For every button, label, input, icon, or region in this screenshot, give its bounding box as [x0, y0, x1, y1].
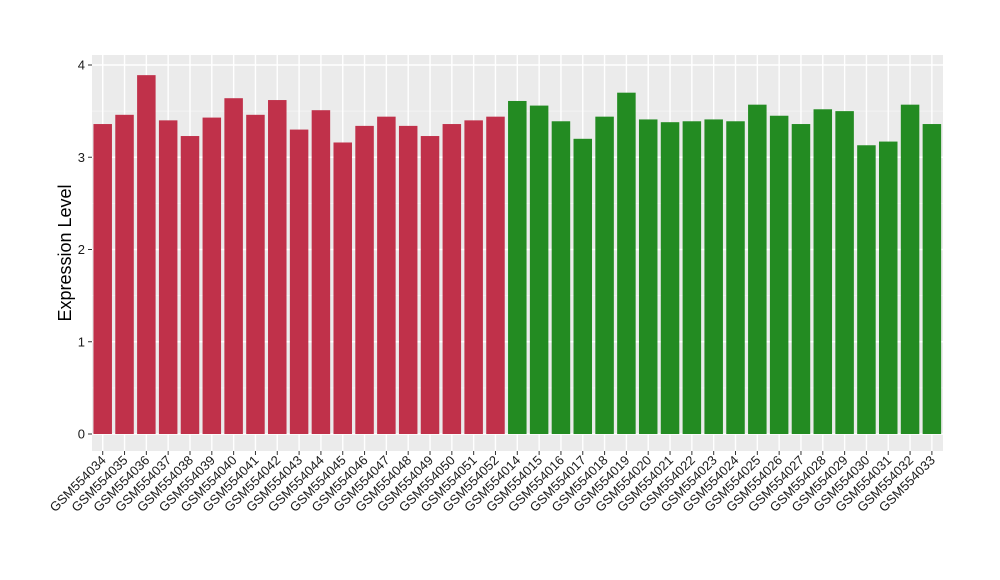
bar-GSM554023 [704, 119, 723, 434]
y-axis: 0 1 2 3 4 [78, 58, 92, 442]
y-tick-label: 4 [78, 58, 85, 73]
bar-GSM554015 [530, 106, 549, 434]
y-axis-title: Expression Level [55, 184, 75, 321]
bar-GSM554038 [181, 136, 200, 434]
bar-GSM554051 [464, 120, 483, 434]
bar-GSM554052 [486, 117, 505, 434]
y-tick-label: 2 [78, 242, 85, 257]
bar-GSM554034 [93, 124, 112, 434]
bar-GSM554018 [595, 117, 614, 434]
bar-GSM554016 [552, 121, 571, 434]
bar-GSM554041 [246, 115, 265, 434]
bar-GSM554040 [224, 98, 243, 434]
bar-GSM554025 [748, 105, 767, 434]
bar-GSM554024 [726, 121, 745, 434]
bar-GSM554021 [661, 122, 680, 434]
bar-GSM554042 [268, 100, 287, 434]
x-axis: GSM554034GSM554035GSM554036GSM554037GSM5… [47, 451, 938, 515]
bar-GSM554044 [312, 110, 331, 434]
bar-GSM554030 [857, 145, 876, 434]
bar-GSM554027 [792, 124, 811, 434]
bar-GSM554032 [901, 105, 920, 434]
bar-GSM554020 [639, 119, 658, 434]
bar-GSM554031 [879, 142, 898, 434]
bar-GSM554036 [137, 75, 156, 434]
bar-GSM554022 [683, 121, 702, 434]
bar-GSM554039 [203, 118, 222, 434]
bar-GSM554017 [574, 139, 593, 434]
y-tick-label: 3 [78, 150, 85, 165]
bar-GSM554050 [443, 124, 462, 434]
bar-GSM554048 [399, 126, 418, 434]
bar-GSM554046 [355, 126, 374, 434]
bar-GSM554045 [333, 142, 352, 434]
bar-GSM554049 [421, 136, 440, 434]
bars [93, 75, 941, 434]
bar-GSM554037 [159, 120, 178, 434]
bar-GSM554029 [835, 111, 854, 434]
bar-GSM554028 [814, 109, 833, 434]
bar-GSM554033 [923, 124, 942, 434]
bar-GSM554047 [377, 117, 396, 434]
bar-GSM554014 [508, 101, 527, 434]
y-tick-label: 1 [78, 334, 85, 349]
y-tick-label: 0 [78, 427, 85, 442]
bar-GSM554026 [770, 116, 789, 434]
bar-GSM554043 [290, 130, 309, 434]
bar-GSM554019 [617, 93, 636, 434]
bar-GSM554035 [115, 115, 133, 434]
